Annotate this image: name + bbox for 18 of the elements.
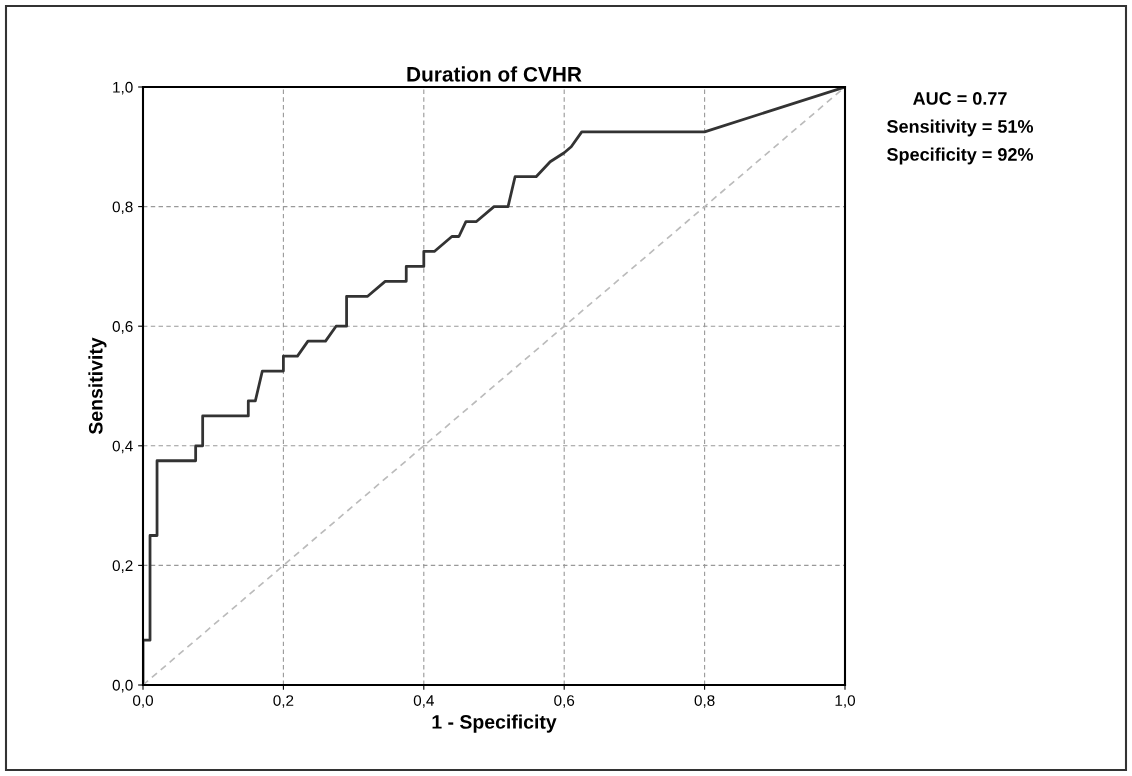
text: Specificity = 92%: [887, 147, 1034, 165]
y-tick-label: 0,0: [112, 679, 133, 693]
y-tick-label: 0,2: [112, 560, 133, 573]
x-tick-label: 0,2: [273, 695, 294, 708]
x-tick-label: 0,0: [132, 695, 154, 708]
y-tick-label: 0,4: [112, 440, 133, 454]
y-tick-label: 0,8: [112, 201, 133, 215]
x-axis-title: 1 - Specificity: [432, 714, 557, 733]
x-tick-label: 0,6: [554, 695, 575, 708]
text: AUC = 0.77: [913, 92, 1007, 105]
y-axis-title: Sensitivity: [88, 337, 107, 435]
x-tick-label: 1,0: [835, 695, 856, 708]
chart-title: Duration of CVHR: [407, 66, 582, 82]
y-tick-label: 1,0: [113, 81, 133, 95]
x-tick-label: 0,4: [413, 695, 434, 708]
text: Sensitivity = 51%: [887, 119, 1034, 137]
y-tick-label: 0,6: [112, 321, 133, 334]
x-tick-label: 0,8: [694, 695, 715, 708]
